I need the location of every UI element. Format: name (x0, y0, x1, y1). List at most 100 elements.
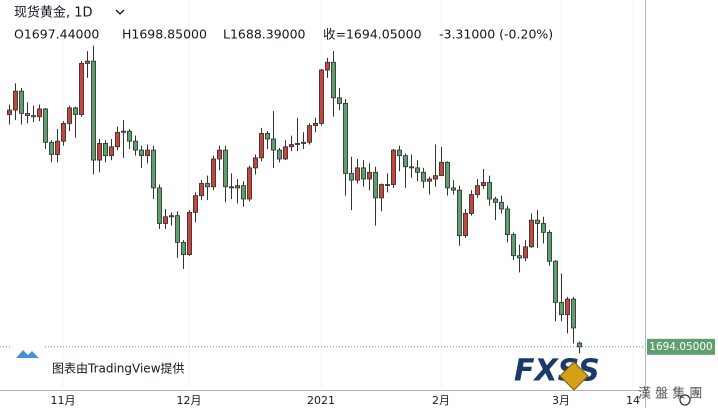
candle-body (109, 146, 115, 157)
watermark-icon (16, 350, 39, 358)
ohlc-close: 收=1694.05000 (323, 27, 422, 42)
candle-body (37, 108, 43, 118)
candle-body (246, 167, 252, 200)
gear[interactable] (679, 394, 691, 406)
candle-body (438, 161, 444, 177)
candle-body (162, 216, 168, 224)
candle-body (510, 234, 516, 257)
logo-diamond (559, 361, 589, 391)
candle-body (156, 187, 162, 224)
candle-body (258, 133, 264, 159)
candle-body (468, 194, 474, 214)
candle-body (276, 149, 282, 160)
candle-body (336, 97, 342, 104)
candle-body (222, 149, 228, 188)
candle-body (282, 146, 288, 160)
candle-body (378, 184, 384, 199)
symbol[interactable]: 现货黄金, 1D (14, 5, 93, 21)
candle-body (264, 133, 270, 140)
logo-brand: FXSS (514, 354, 600, 389)
candle-body (342, 102, 348, 174)
candle-body (306, 125, 312, 143)
candle-body (432, 175, 438, 180)
candle-body (49, 141, 55, 155)
candle-body (330, 61, 336, 99)
candle-body (55, 140, 61, 155)
candle-body (198, 183, 204, 197)
candle-body (529, 219, 535, 248)
last-price-tag (647, 338, 715, 355)
candle-body (30, 115, 36, 118)
logo: FXSS 漢 盤 集 團 (514, 354, 702, 402)
candle-body (24, 112, 30, 117)
candle-body (559, 301, 565, 316)
candle-body (396, 149, 402, 157)
candle-body (402, 155, 408, 168)
candle-body (192, 195, 198, 213)
candle-body (414, 167, 420, 173)
candle-body (408, 166, 414, 169)
candle-body (228, 186, 234, 189)
candle-body (186, 211, 192, 255)
ohlc-high: H1698.85000 (122, 27, 207, 42)
candle-body (318, 69, 324, 124)
candle-body (571, 298, 577, 329)
candle-body (91, 60, 97, 161)
candle-body (444, 161, 450, 189)
x-tick-label: 2月 (432, 394, 450, 407)
candle-body (312, 123, 318, 127)
candle-body (372, 171, 378, 199)
candle-body (390, 149, 396, 185)
candle-body (324, 61, 330, 71)
candle-body (517, 255, 523, 259)
candle-body (486, 181, 492, 200)
candle-body (474, 185, 480, 195)
candle-body (103, 143, 109, 157)
symbol-dropdown[interactable] (115, 9, 125, 15)
candle-body (7, 109, 12, 115)
candle-body (535, 219, 541, 224)
candle-body (144, 149, 150, 157)
candle-body (384, 184, 390, 186)
candle-body (67, 107, 73, 124)
x-tick-label: 2021 (307, 394, 335, 407)
candle-body (127, 130, 133, 142)
candle-body (210, 158, 216, 188)
ohlc-open: O1697.44000 (14, 27, 99, 42)
ohlc-change: -3.31000 (-0.20%) (439, 27, 553, 42)
candle-body (150, 149, 156, 189)
candle-body (216, 149, 222, 160)
candle-body (97, 143, 103, 161)
candle-body (462, 213, 468, 237)
candle-body (360, 167, 366, 180)
candle-body (577, 342, 583, 348)
candle-body (480, 181, 486, 187)
candle-body (252, 157, 258, 169)
tv-watermark: 图表由TradingView提供 (10, 342, 185, 376)
candle-body (498, 201, 504, 210)
x-tick-label: 3月 (552, 394, 570, 407)
x-tick-label: 12月 (177, 394, 202, 407)
settings-icon[interactable] (679, 394, 691, 406)
watermark-text: 图表由TradingView提供 (52, 361, 185, 376)
candle-body (270, 138, 276, 151)
x-tick-label: 11月 (51, 394, 76, 407)
watermark-box (10, 342, 44, 364)
candle-body (61, 123, 67, 142)
candle-body (300, 141, 306, 144)
last-price-label: 1694.05000 (649, 341, 712, 353)
candle-body (204, 183, 210, 188)
candle-body (18, 90, 24, 114)
candle-body (234, 185, 240, 189)
candle-body (492, 198, 498, 203)
plot-area (0, 0, 645, 388)
candle-body (426, 178, 432, 182)
candle-body (348, 173, 354, 181)
candle-body (138, 149, 144, 157)
candle-body (565, 298, 571, 316)
candle-body (366, 171, 372, 180)
candle-body (547, 231, 553, 262)
candle-body (541, 223, 547, 233)
candle-body (420, 171, 426, 182)
